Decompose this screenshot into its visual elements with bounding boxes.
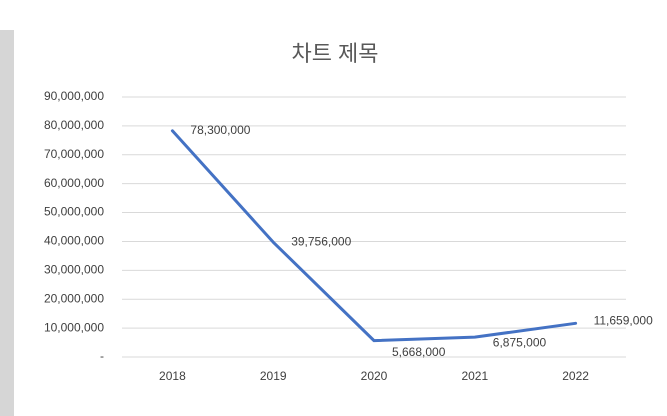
data-line <box>170 129 578 343</box>
chart-title: 차트 제목 <box>291 41 378 66</box>
y-tick-label: 90,000,000 <box>44 89 104 103</box>
x-tick-label: 2018 <box>159 369 186 383</box>
y-tick-label: 50,000,000 <box>44 205 104 219</box>
y-tick-label: 70,000,000 <box>44 147 104 161</box>
y-tick-label: 80,000,000 <box>44 118 104 132</box>
data-label: 6,875,000 <box>493 335 547 349</box>
y-tick-label: 20,000,000 <box>44 291 104 305</box>
data-label: 39,756,000 <box>291 234 351 248</box>
x-tick-label: 2022 <box>562 369 589 383</box>
y-tick-label: 10,000,000 <box>44 320 104 334</box>
y-tick-label: 40,000,000 <box>44 234 104 248</box>
left-edge <box>0 30 14 416</box>
data-label: 5,668,000 <box>392 345 446 359</box>
y-tick-label: 60,000,000 <box>44 176 104 190</box>
data-label: 11,659,000 <box>594 313 653 327</box>
bottom-edge <box>14 396 667 416</box>
x-tick-label: 2019 <box>260 369 287 383</box>
x-tick-label: 2020 <box>361 369 388 383</box>
y-tick-label: 30,000,000 <box>44 263 104 277</box>
x-tick-label: 2021 <box>461 369 488 383</box>
y-tick-label: - <box>100 349 104 363</box>
data-label: 78,300,000 <box>190 123 250 137</box>
